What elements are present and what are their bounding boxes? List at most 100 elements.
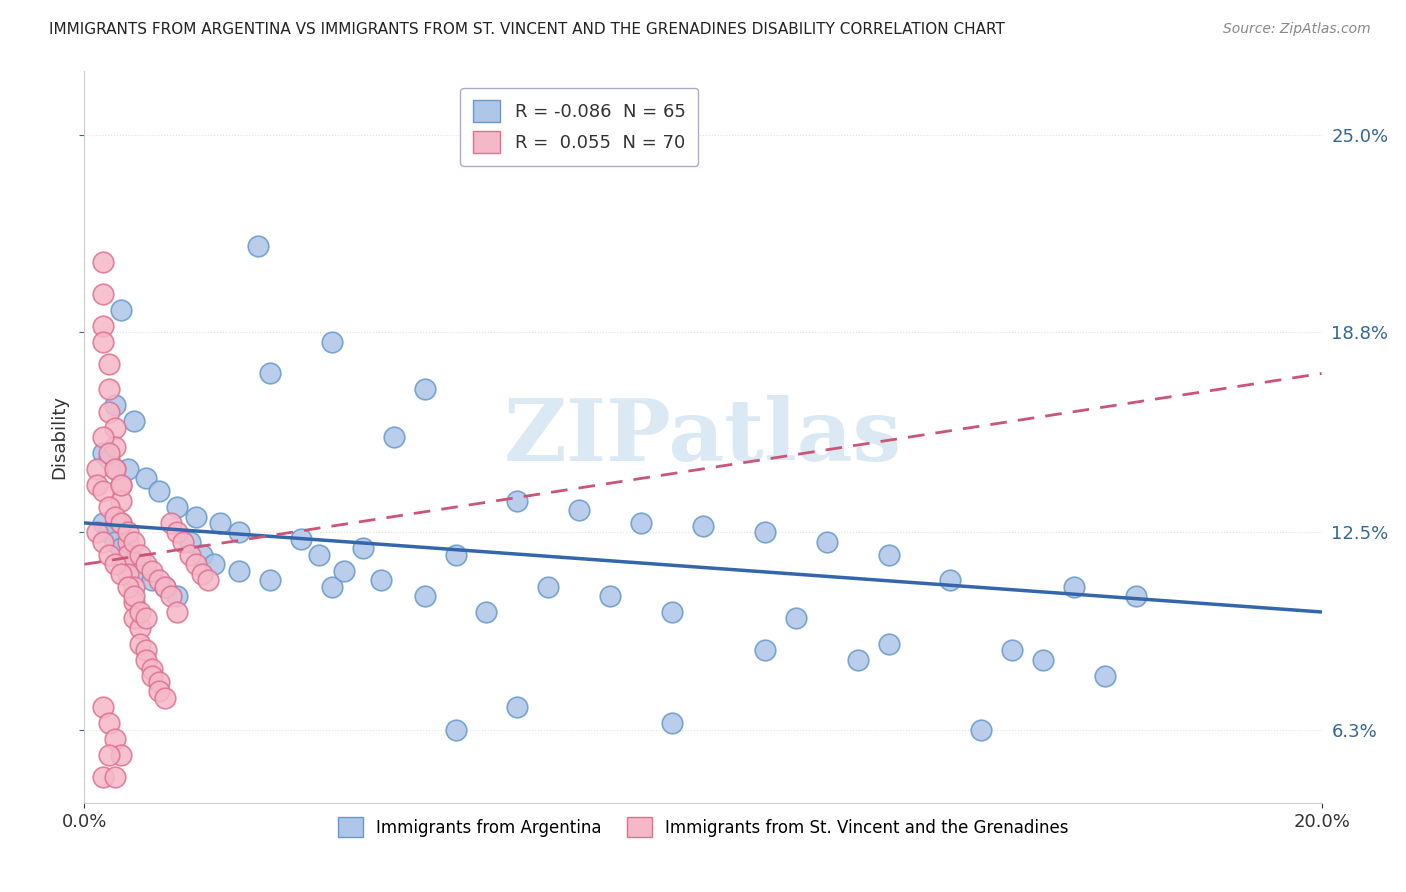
Point [141, 662, 163, 676]
Point [166, 605, 188, 619]
Point [877, 637, 900, 651]
Point [153, 580, 176, 594]
Point [166, 525, 188, 540]
Point [148, 675, 170, 690]
Point [444, 548, 467, 562]
Y-axis label: Disability: Disability [51, 395, 69, 479]
Point [110, 493, 132, 508]
Point [104, 440, 127, 454]
Point [91, 430, 114, 444]
Point [117, 535, 139, 549]
Point [692, 519, 714, 533]
Point [246, 239, 269, 253]
Point [104, 420, 127, 434]
Point [259, 367, 281, 381]
Point [191, 548, 214, 562]
Point [129, 637, 152, 651]
Point [148, 684, 170, 698]
Point [160, 516, 183, 530]
Point [104, 462, 127, 476]
Point [1032, 653, 1054, 667]
Point [148, 484, 170, 499]
Point [197, 573, 219, 587]
Point [1001, 643, 1024, 657]
Point [166, 500, 188, 514]
Point [91, 770, 114, 784]
Point [754, 643, 776, 657]
Point [110, 541, 132, 556]
Point [122, 414, 145, 428]
Point [110, 302, 132, 317]
Point [86, 525, 108, 540]
Point [104, 535, 127, 549]
Point [568, 503, 591, 517]
Point [191, 566, 214, 581]
Point [290, 532, 312, 546]
Point [117, 548, 139, 562]
Point [91, 334, 114, 349]
Point [135, 611, 157, 625]
Point [202, 558, 225, 572]
Point [1125, 589, 1147, 603]
Point [91, 318, 114, 333]
Point [846, 653, 869, 667]
Point [104, 462, 127, 476]
Point [110, 748, 132, 763]
Point [661, 716, 683, 731]
Point [122, 595, 145, 609]
Point [135, 643, 157, 657]
Point [141, 564, 163, 578]
Point [135, 653, 157, 667]
Point [117, 462, 139, 476]
Point [321, 580, 343, 594]
Point [184, 509, 207, 524]
Point [308, 548, 330, 562]
Point [122, 589, 145, 603]
Point [179, 548, 201, 562]
Point [1094, 668, 1116, 682]
Point [110, 477, 132, 491]
Legend: Immigrants from Argentina, Immigrants from St. Vincent and the Grenadines: Immigrants from Argentina, Immigrants fr… [329, 809, 1077, 846]
Point [86, 462, 108, 476]
Point [129, 605, 152, 619]
Point [98, 716, 121, 731]
Point [413, 383, 436, 397]
Point [91, 700, 114, 714]
Point [141, 573, 163, 587]
Point [475, 605, 498, 619]
Point [537, 580, 560, 594]
Point [754, 525, 776, 540]
Point [129, 548, 152, 562]
Point [599, 589, 621, 603]
Point [98, 525, 121, 540]
Point [104, 732, 127, 747]
Point [91, 255, 114, 269]
Point [129, 621, 152, 635]
Point [104, 770, 127, 784]
Point [91, 484, 114, 499]
Point [135, 558, 157, 572]
Point [148, 573, 170, 587]
Point [98, 452, 121, 467]
Point [785, 611, 807, 625]
Point [98, 357, 121, 371]
Point [122, 611, 145, 625]
Point [370, 573, 392, 587]
Point [172, 535, 194, 549]
Text: ZIPatlas: ZIPatlas [503, 395, 903, 479]
Point [98, 500, 121, 514]
Point [91, 446, 114, 460]
Point [122, 535, 145, 549]
Text: IMMIGRANTS FROM ARGENTINA VS IMMIGRANTS FROM ST. VINCENT AND THE GRENADINES DISA: IMMIGRANTS FROM ARGENTINA VS IMMIGRANTS … [49, 22, 1005, 37]
Point [110, 566, 132, 581]
Point [117, 580, 139, 594]
Point [413, 589, 436, 603]
Point [333, 564, 356, 578]
Point [91, 535, 114, 549]
Point [321, 334, 343, 349]
Point [110, 516, 132, 530]
Point [444, 723, 467, 737]
Point [153, 580, 176, 594]
Point [98, 383, 121, 397]
Point [209, 516, 232, 530]
